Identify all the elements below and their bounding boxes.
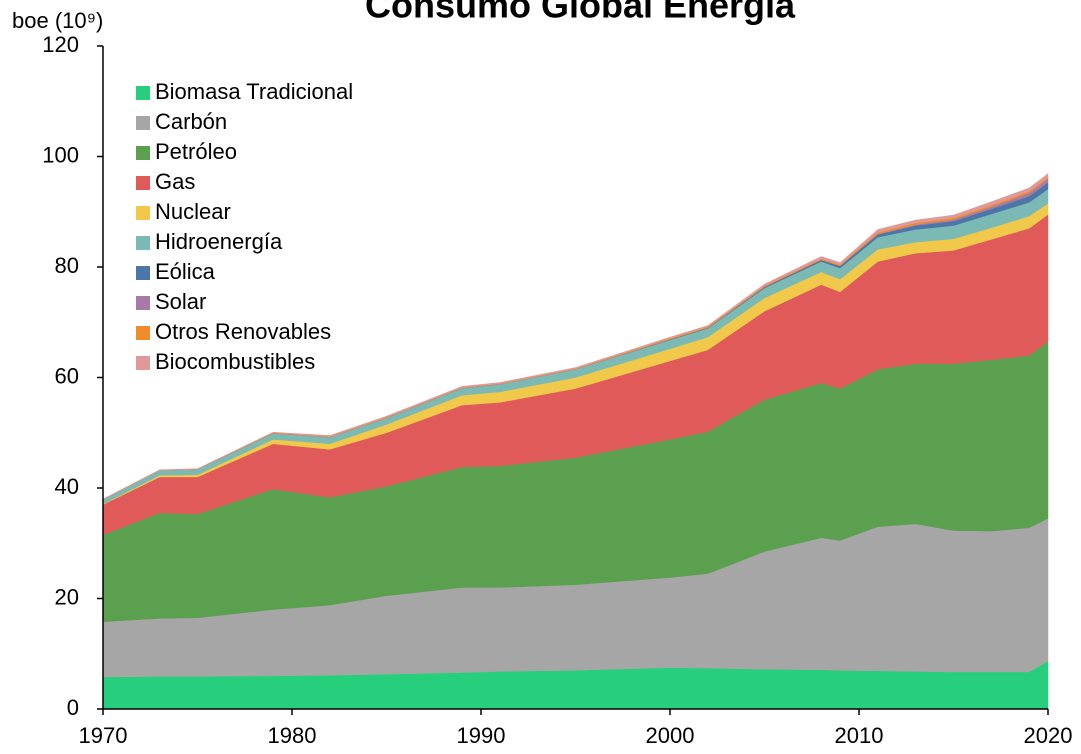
legend-swatch (136, 86, 150, 100)
x-tick-label: 2000 (646, 723, 695, 748)
x-tick-label: 2020 (1024, 723, 1073, 748)
x-tick-label: 1990 (457, 723, 506, 748)
legend-swatch (136, 326, 150, 340)
legend-swatch (136, 116, 150, 130)
legend-label: Solar (155, 289, 206, 314)
x-tick-label: 1970 (79, 723, 128, 748)
legend-label: Carbón (155, 109, 227, 134)
y-tick-label: 80 (55, 253, 79, 278)
legend-swatch (136, 356, 150, 370)
legend-label: Nuclear (155, 199, 231, 224)
legend-swatch (136, 296, 150, 310)
legend-label: Hidroenergía (155, 229, 283, 254)
x-tick-label: 2010 (835, 723, 884, 748)
legend-swatch (136, 206, 150, 220)
chart-title: Consumo Global Energía (365, 0, 796, 26)
legend-label: Biomasa Tradicional (155, 79, 353, 104)
legend-swatch (136, 176, 150, 190)
legend-label: Petróleo (155, 139, 237, 164)
y-tick-label: 40 (55, 474, 79, 499)
legend-label: Eólica (155, 259, 216, 284)
legend-swatch (136, 236, 150, 250)
x-tick-label: 1980 (268, 723, 317, 748)
legend-label: Gas (155, 169, 195, 194)
y-tick-label: 0 (67, 695, 79, 720)
legend-swatch (136, 266, 150, 280)
legend-swatch (136, 146, 150, 160)
legend-label: Otros Renovables (155, 319, 331, 344)
y-tick-label: 100 (42, 142, 79, 167)
y-tick-label: 120 (42, 32, 79, 57)
y-tick-label: 20 (55, 584, 79, 609)
area (102, 173, 1049, 501)
y-axis-label: boe (10⁹) (12, 8, 103, 33)
legend-label: Biocombustibles (155, 349, 315, 374)
y-tick-label: 60 (55, 363, 79, 388)
